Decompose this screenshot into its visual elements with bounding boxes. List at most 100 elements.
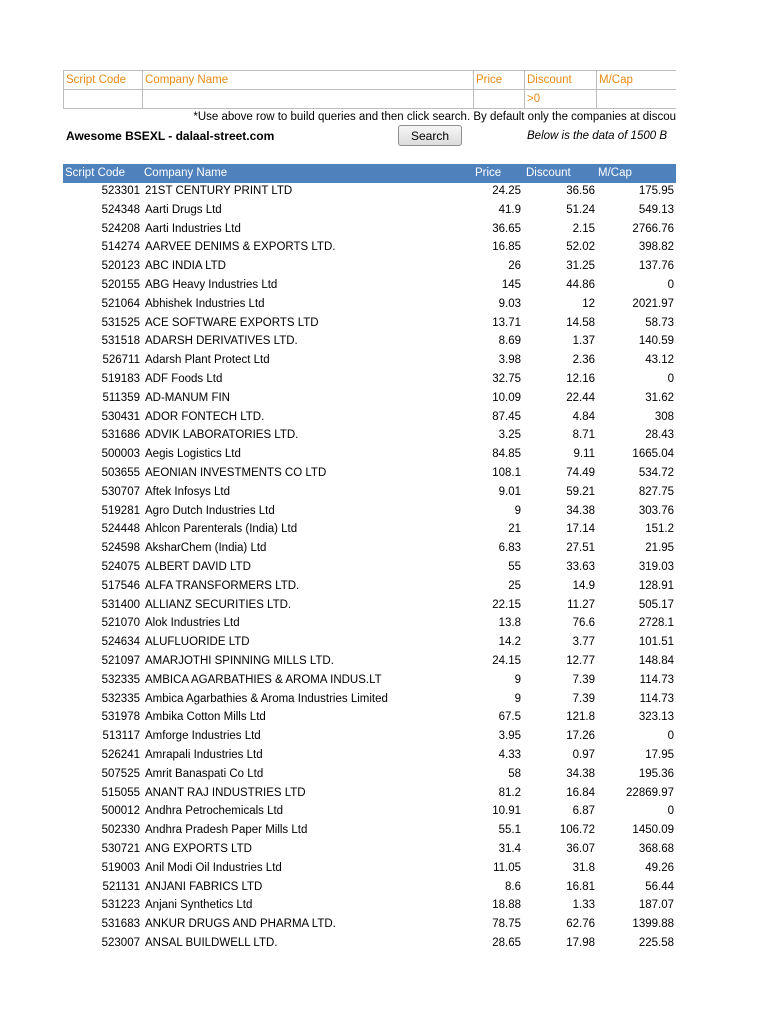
table-cell: 28.65 bbox=[492, 937, 521, 949]
table-cell: 827.75 bbox=[638, 485, 674, 498]
table-cell: 28.43 bbox=[645, 429, 674, 442]
table-cell: 531683 bbox=[101, 918, 140, 931]
table-cell: 6.87 bbox=[572, 805, 595, 818]
table-cell: 145 bbox=[501, 279, 521, 291]
table-cell: 140.59 bbox=[638, 335, 674, 348]
table-cell: ANSAL BUILDWELL LTD. bbox=[145, 937, 278, 949]
query-cell[interactable] bbox=[142, 89, 474, 109]
table-cell: 14.9 bbox=[572, 579, 595, 592]
table-cell: 11.27 bbox=[567, 598, 595, 611]
query-cell[interactable]: >0 bbox=[524, 89, 597, 109]
table-cell: 323.13 bbox=[638, 711, 674, 724]
table-cell: 308 bbox=[654, 410, 674, 423]
table-cell: 532335 bbox=[101, 692, 140, 705]
table-cell: 303.76 bbox=[638, 504, 674, 517]
table-cell: 106.72 bbox=[559, 824, 595, 837]
table-cell: 0 bbox=[667, 805, 674, 818]
sheet: *Use above row to build queries and then… bbox=[63, 0, 676, 1024]
table-cell: 44.86 bbox=[566, 279, 595, 291]
query-cell[interactable] bbox=[63, 89, 143, 109]
table-cell: 9 bbox=[514, 673, 521, 686]
query-cell[interactable] bbox=[473, 89, 525, 109]
table-cell: 51.24 bbox=[566, 203, 595, 216]
query-header: Discount bbox=[524, 70, 597, 90]
table-cell: 9 bbox=[514, 504, 521, 517]
table-cell: 10.91 bbox=[492, 805, 521, 818]
table-cell: 24.25 bbox=[492, 185, 521, 197]
table-cell: 519003 bbox=[101, 861, 140, 874]
table-cell: ABC INDIA LTD bbox=[145, 260, 226, 273]
table-cell: 17.98 bbox=[566, 937, 595, 949]
table-cell: 108.1 bbox=[492, 467, 521, 479]
table-cell: 531400 bbox=[101, 598, 140, 611]
table-cell: 58.73 bbox=[645, 316, 674, 329]
table-cell: Aarti Industries Ltd bbox=[145, 222, 241, 235]
table-cell: 58 bbox=[508, 767, 521, 780]
table-cell: 523007 bbox=[101, 937, 140, 949]
table-cell: 114.73 bbox=[639, 673, 674, 686]
table-cell: 76.6 bbox=[572, 617, 595, 630]
table-cell: 513117 bbox=[102, 730, 140, 743]
table-cell: Abhishek Industries Ltd bbox=[145, 297, 265, 310]
table-cell: 43.12 bbox=[645, 354, 674, 367]
table-cell: ACE SOFTWARE EXPORTS LTD bbox=[145, 316, 319, 329]
table-cell: 31.4 bbox=[498, 843, 521, 855]
table-cell: 21.95 bbox=[645, 542, 674, 555]
table-cell: 12 bbox=[582, 297, 595, 310]
table-cell: ANKUR DRUGS AND PHARMA LTD. bbox=[145, 918, 336, 931]
table-cell: 500003 bbox=[101, 448, 140, 461]
table-cell: ADF Foods Ltd bbox=[145, 373, 223, 385]
query-cell[interactable] bbox=[596, 89, 676, 109]
table-cell: Andhra Pradesh Paper Mills Ltd bbox=[145, 824, 308, 837]
table-cell: AARVEE DENIMS & EXPORTS LTD. bbox=[145, 241, 336, 254]
table-cell: Adarsh Plant Protect Ltd bbox=[145, 354, 270, 367]
table-header: Script Code bbox=[65, 167, 126, 179]
table-cell: 2766.76 bbox=[632, 222, 674, 235]
table-cell: 10.09 bbox=[492, 391, 521, 404]
table-cell: 195.36 bbox=[638, 767, 674, 780]
table-cell: 9 bbox=[514, 692, 521, 705]
table-cell: 524448 bbox=[101, 523, 140, 536]
table-cell: 8.71 bbox=[572, 429, 595, 442]
table-cell: 524598 bbox=[101, 542, 140, 555]
table-cell: ALUFLUORIDE LTD bbox=[145, 636, 250, 649]
table-cell: 2.36 bbox=[572, 354, 595, 367]
table-cell: 1.33 bbox=[572, 899, 595, 912]
table-cell: 521064 bbox=[101, 297, 140, 310]
table-cell: 55.1 bbox=[498, 824, 521, 837]
note: *Use above row to build queries and then… bbox=[193, 111, 676, 123]
table-cell: 531518 bbox=[101, 335, 140, 348]
table-cell: AEONIAN INVESTMENTS CO LTD bbox=[145, 467, 327, 479]
table-cell: 52.02 bbox=[566, 241, 595, 254]
table-cell: 81.2 bbox=[498, 786, 521, 799]
table-cell: 31.62 bbox=[645, 391, 674, 404]
table-cell: 78.75 bbox=[492, 918, 521, 931]
search-button[interactable]: Search bbox=[398, 125, 462, 146]
table-cell: 26 bbox=[508, 260, 521, 273]
query-header: M/Cap bbox=[596, 70, 676, 90]
table-cell: 14.2 bbox=[498, 636, 521, 649]
table-cell: 6.83 bbox=[498, 542, 521, 555]
table-cell: AksharChem (India) Ltd bbox=[145, 542, 267, 555]
table-cell: 2728.1 bbox=[638, 617, 674, 630]
table-cell: Alok Industries Ltd bbox=[145, 617, 240, 630]
table-header: M/Cap bbox=[598, 167, 632, 179]
table-cell: 0.97 bbox=[572, 749, 595, 761]
table-cell: ANG EXPORTS LTD bbox=[145, 843, 252, 855]
table-cell: ANANT RAJ INDUSTRIES LTD bbox=[145, 786, 306, 799]
table-cell: 368.68 bbox=[638, 843, 674, 855]
table-cell: ANJANI FABRICS LTD bbox=[145, 880, 263, 893]
table-cell: 523301 bbox=[101, 185, 140, 197]
table-cell: 12.16 bbox=[566, 373, 595, 385]
table-cell: 3.77 bbox=[572, 636, 595, 649]
table-cell: 514274 bbox=[101, 241, 140, 254]
table-cell: 2.15 bbox=[572, 222, 595, 235]
table-cell: 0 bbox=[667, 279, 674, 291]
table-header: Discount bbox=[526, 167, 571, 179]
table-cell: 521131 bbox=[102, 880, 140, 893]
table-cell: 175.95 bbox=[638, 185, 674, 197]
table-cell: 507525 bbox=[101, 767, 140, 780]
table-cell: 4.33 bbox=[498, 749, 521, 761]
table-cell: 13.71 bbox=[492, 316, 521, 329]
table-cell: 1665.04 bbox=[632, 448, 674, 461]
